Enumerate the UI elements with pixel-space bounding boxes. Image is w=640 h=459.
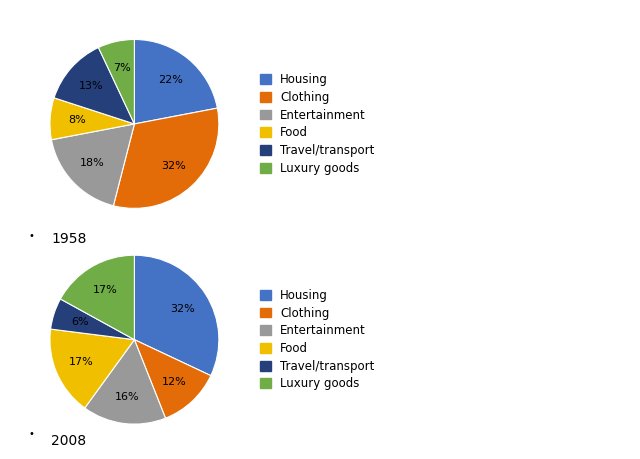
Text: 1958: 1958 — [51, 232, 86, 246]
Wedge shape — [54, 48, 134, 124]
Text: 22%: 22% — [159, 75, 184, 84]
Wedge shape — [60, 255, 134, 340]
Text: •: • — [29, 429, 35, 439]
Wedge shape — [113, 108, 219, 208]
Wedge shape — [134, 39, 218, 124]
Text: 2008: 2008 — [51, 433, 86, 448]
Text: 6%: 6% — [71, 317, 88, 327]
Text: 32%: 32% — [161, 161, 186, 171]
Legend: Housing, Clothing, Entertainment, Food, Travel/transport, Luxury goods: Housing, Clothing, Entertainment, Food, … — [257, 70, 378, 178]
Wedge shape — [99, 39, 134, 124]
Wedge shape — [50, 98, 134, 140]
Text: 7%: 7% — [113, 63, 131, 73]
Wedge shape — [50, 329, 134, 408]
Wedge shape — [51, 299, 134, 340]
Wedge shape — [84, 340, 166, 424]
Legend: Housing, Clothing, Entertainment, Food, Travel/transport, Luxury goods: Housing, Clothing, Entertainment, Food, … — [257, 285, 378, 394]
Text: 8%: 8% — [68, 115, 86, 125]
Text: 16%: 16% — [115, 392, 140, 402]
Text: 17%: 17% — [69, 358, 94, 368]
Text: 18%: 18% — [80, 158, 105, 168]
Text: 12%: 12% — [161, 376, 186, 386]
Wedge shape — [51, 124, 134, 206]
Text: 32%: 32% — [170, 304, 195, 314]
Wedge shape — [134, 340, 211, 418]
Text: 17%: 17% — [93, 285, 118, 295]
Wedge shape — [134, 255, 219, 375]
Text: 13%: 13% — [79, 81, 104, 91]
Text: •: • — [29, 231, 35, 241]
